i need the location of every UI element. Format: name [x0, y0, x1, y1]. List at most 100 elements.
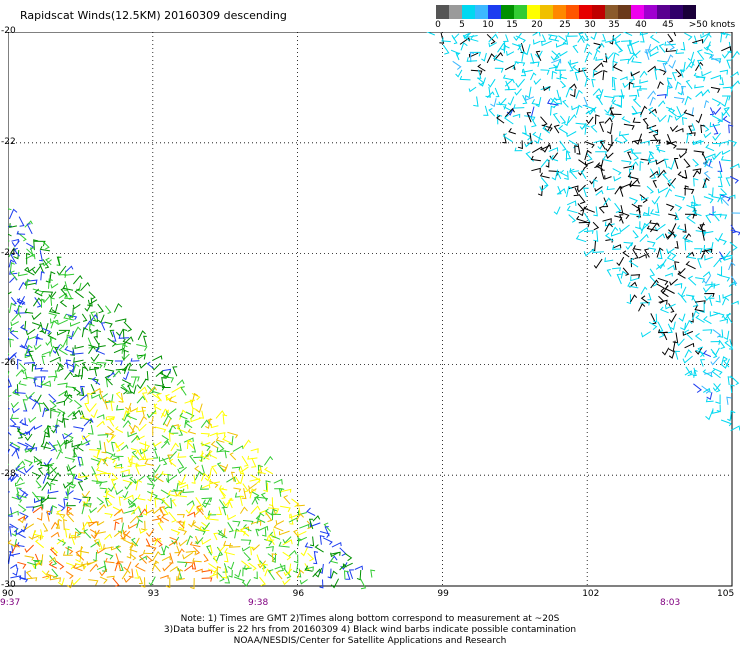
wind-barb: [566, 131, 577, 138]
legend-label: 10: [482, 20, 494, 30]
wind-barb: [584, 161, 594, 166]
wind-barb: [74, 288, 84, 299]
wind-barb: [64, 393, 73, 402]
wind-barb: [595, 114, 600, 125]
wind-barb: [330, 551, 341, 556]
wind-barb: [517, 44, 523, 53]
latitude-label: -20: [1, 26, 16, 36]
wind-barb: [34, 560, 39, 570]
legend-swatch: [683, 5, 696, 19]
wind-barb: [75, 550, 85, 561]
wind-barb: [666, 77, 673, 87]
wind-barb: [130, 505, 141, 515]
wind-barb: [553, 60, 561, 69]
wind-barb: [242, 439, 251, 449]
wind-barb: [81, 521, 90, 531]
wind-barb: [626, 294, 632, 305]
wind-barb: [578, 167, 586, 176]
wind-barb: [257, 464, 263, 476]
wind-barb: [641, 196, 649, 201]
wind-barb: [524, 115, 536, 122]
wind-barb: [716, 404, 721, 413]
wind-barb: [41, 481, 51, 491]
wind-barb: [96, 480, 108, 485]
wind-barb: [27, 266, 36, 273]
wind-barb: [473, 96, 479, 107]
wind-barb: [86, 560, 98, 566]
wind-barb: [642, 212, 651, 216]
wind-barb: [291, 498, 300, 508]
wind-barb: [154, 384, 166, 391]
wind-barb: [189, 541, 201, 548]
wind-barb: [122, 409, 131, 420]
wind-barb: [576, 184, 586, 193]
wind-barb: [632, 83, 642, 88]
wind-barb: [137, 386, 148, 394]
wind-barb: [667, 114, 673, 123]
wind-barb: [16, 427, 23, 439]
wind-barb: [548, 34, 560, 42]
wind-barb: [30, 247, 34, 258]
wind-barb: [84, 304, 92, 312]
wind-barb: [148, 576, 156, 586]
wind-barb: [163, 376, 175, 383]
wind-barb: [79, 387, 85, 397]
wind-barb: [257, 467, 266, 475]
wind-barb: [673, 158, 679, 169]
wind-barb: [283, 567, 292, 579]
wind-barb: [98, 342, 106, 348]
wind-barb: [136, 379, 147, 390]
wind-barb: [593, 206, 598, 217]
wind-barb: [222, 563, 228, 573]
wind-barb: [560, 169, 569, 177]
wind-barb: [42, 407, 49, 418]
wind-barb: [673, 32, 677, 37]
wind-barb: [81, 327, 89, 338]
wind-barb: [68, 330, 74, 340]
wind-barb: [81, 472, 88, 481]
wind-barb: [639, 32, 648, 36]
wind-barb: [718, 178, 723, 188]
wind-barb: [668, 303, 675, 313]
wind-barb: [722, 293, 732, 299]
wind-barb: [57, 538, 67, 546]
wind-barb: [176, 442, 182, 452]
wind-barb: [42, 291, 54, 297]
wind-barb: [177, 548, 185, 557]
wind-barb: [103, 544, 114, 550]
wind-barb: [730, 229, 740, 236]
wind-barb: [248, 562, 257, 571]
wind-barb: [630, 276, 640, 282]
wind-barb: [9, 326, 19, 333]
wind-barb: [614, 185, 623, 195]
wind-barb: [134, 562, 146, 572]
wind-barb: [722, 254, 733, 260]
wind-barb: [120, 530, 131, 540]
wind-barb: [724, 340, 732, 348]
wind-barb: [647, 292, 652, 301]
wind-barb: [224, 450, 230, 459]
wind-barb: [603, 197, 609, 208]
wind-barb: [648, 126, 658, 134]
wind-barb: [594, 186, 603, 192]
wind-barb: [630, 294, 638, 303]
wind-barb: [650, 313, 657, 325]
wind-barb: [43, 424, 52, 433]
wind-barb: [323, 522, 332, 532]
wind-barb: [344, 552, 353, 562]
wind-barb: [118, 393, 124, 403]
wind-barb: [709, 311, 720, 317]
wind-barb: [72, 386, 82, 396]
wind-barb: [15, 465, 26, 475]
wind-barb: [731, 300, 739, 305]
wind-barb: [639, 70, 648, 78]
wind-barb: [669, 278, 678, 286]
wind-barb: [101, 442, 107, 454]
wind-barb: [702, 350, 712, 358]
wind-barb: [717, 113, 723, 123]
wind-barb: [685, 79, 693, 90]
wind-barb: [314, 544, 324, 553]
wind-barb: [33, 424, 43, 430]
wind-barb: [686, 132, 693, 144]
wind-barb: [675, 69, 683, 78]
